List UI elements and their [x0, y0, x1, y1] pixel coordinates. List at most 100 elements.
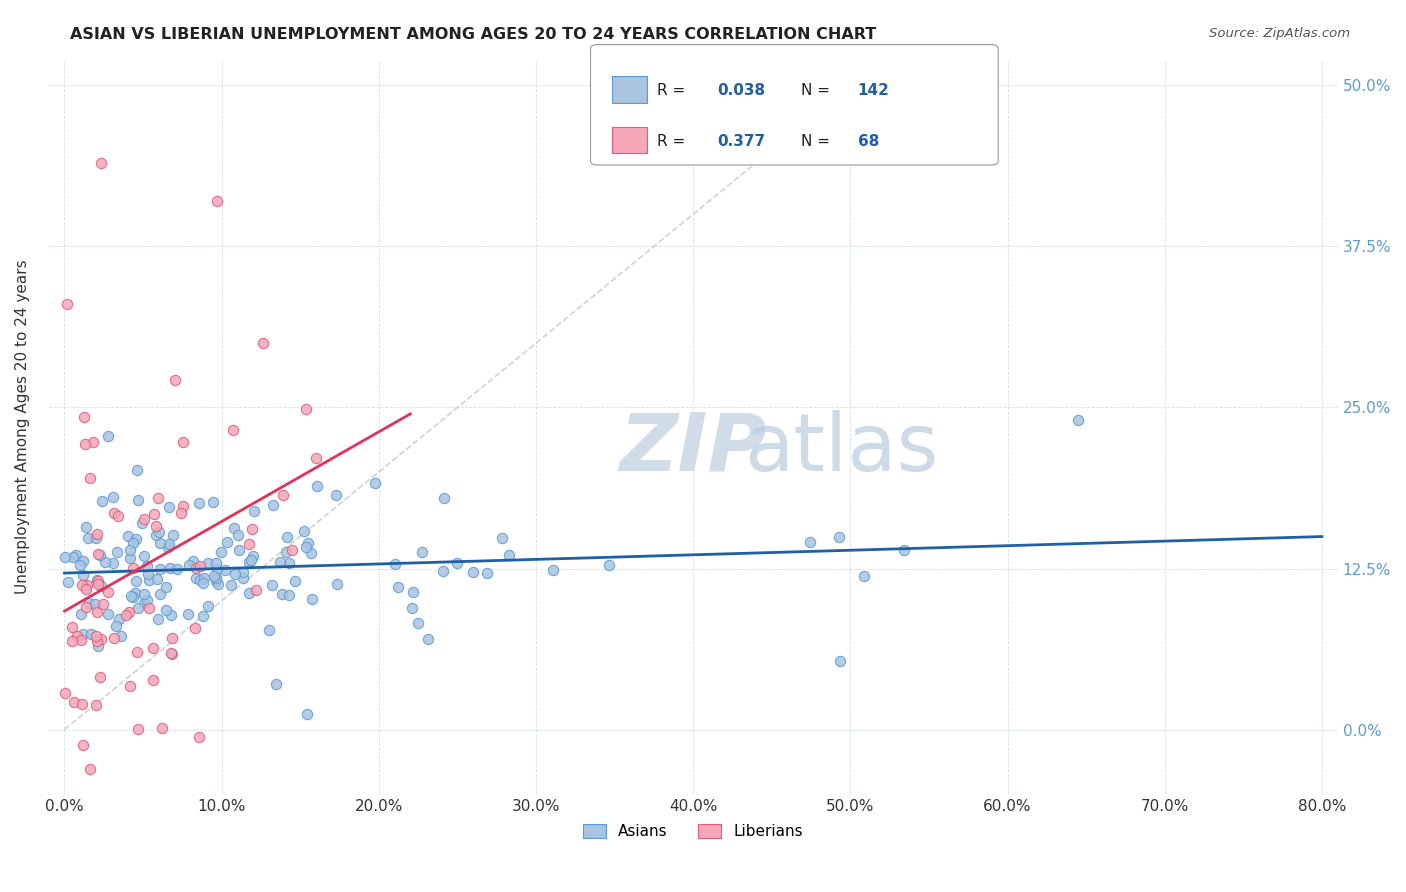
Point — [70, 607, 93, 621]
Text: 142: 142 — [858, 84, 890, 98]
Point — [166, 562, 188, 576]
Point — [120, 589, 142, 603]
Point — [491, 531, 513, 545]
Point — [243, 504, 266, 518]
Point — [90, 579, 112, 593]
Point — [89, 670, 111, 684]
Point — [325, 488, 347, 502]
Point — [238, 537, 260, 551]
Text: Source: ZipAtlas.com: Source: ZipAtlas.com — [1209, 27, 1350, 40]
Point — [97, 607, 120, 621]
Point — [204, 574, 226, 588]
Point — [305, 450, 328, 465]
Point — [118, 605, 141, 619]
Point — [177, 558, 200, 573]
Point — [183, 621, 205, 635]
Point — [72, 568, 94, 582]
Point — [475, 566, 498, 580]
Text: N =: N = — [801, 84, 835, 98]
Point — [157, 500, 180, 514]
Point — [162, 528, 184, 542]
Point — [131, 516, 153, 530]
Point — [184, 571, 207, 585]
Point — [205, 556, 228, 570]
Point — [125, 533, 148, 547]
Point — [60, 634, 83, 648]
Point — [146, 491, 169, 506]
Point — [105, 545, 128, 559]
Point — [86, 639, 108, 653]
Point — [132, 549, 155, 563]
Point — [257, 624, 280, 638]
Point — [228, 543, 250, 558]
Point — [87, 577, 110, 591]
Point — [598, 558, 620, 572]
Point — [72, 738, 94, 752]
Point — [136, 592, 159, 607]
Point — [160, 647, 183, 661]
Point — [90, 632, 112, 647]
Point — [75, 599, 97, 614]
Point — [276, 530, 298, 544]
Point — [53, 549, 76, 564]
Point — [240, 522, 263, 536]
Point — [110, 629, 132, 643]
Point — [86, 634, 108, 648]
Point — [105, 619, 128, 633]
Point — [188, 496, 211, 510]
Point — [461, 566, 484, 580]
Point — [62, 550, 84, 565]
Point — [103, 556, 125, 570]
Point — [271, 488, 294, 502]
Point — [127, 492, 149, 507]
Point — [221, 423, 243, 437]
Point — [295, 706, 318, 721]
Point — [84, 531, 107, 545]
Point — [63, 695, 86, 709]
Text: R =: R = — [657, 135, 690, 149]
Point — [177, 607, 200, 621]
Point — [202, 569, 225, 583]
Point — [115, 608, 138, 623]
Point — [91, 494, 114, 508]
Point — [498, 548, 520, 562]
Point — [132, 597, 155, 611]
Point — [138, 600, 160, 615]
Point — [830, 654, 852, 668]
Y-axis label: Unemployment Among Ages 20 to 24 years: Unemployment Among Ages 20 to 24 years — [15, 260, 30, 594]
Point — [224, 566, 246, 581]
Point — [117, 529, 139, 543]
Point — [387, 580, 409, 594]
Point — [277, 588, 299, 602]
Point — [56, 575, 79, 590]
Text: 0.377: 0.377 — [717, 135, 765, 149]
Point — [145, 528, 167, 542]
Point — [188, 731, 211, 745]
Point — [402, 585, 425, 599]
Point — [433, 491, 456, 505]
Text: R =: R = — [657, 84, 690, 98]
Point — [188, 573, 211, 587]
Point — [543, 563, 565, 577]
Point — [191, 609, 214, 624]
Point — [252, 336, 274, 351]
Point — [157, 537, 180, 551]
Point — [97, 429, 120, 443]
Point — [411, 545, 433, 559]
Point — [86, 527, 108, 541]
Point — [226, 528, 249, 542]
Point — [75, 519, 97, 533]
Point — [79, 762, 101, 776]
Point — [202, 495, 225, 509]
Point — [242, 549, 264, 563]
Point — [82, 435, 104, 450]
Legend: Asians, Liberians: Asians, Liberians — [576, 818, 810, 845]
Point — [149, 587, 172, 601]
Text: atlas: atlas — [744, 409, 939, 488]
Point — [401, 601, 423, 615]
Point — [136, 566, 159, 581]
Point — [70, 632, 93, 647]
Text: ASIAN VS LIBERIAN UNEMPLOYMENT AMONG AGES 20 TO 24 YEARS CORRELATION CHART: ASIAN VS LIBERIAN UNEMPLOYMENT AMONG AGE… — [70, 27, 876, 42]
Point — [232, 565, 254, 579]
Point — [76, 531, 98, 545]
